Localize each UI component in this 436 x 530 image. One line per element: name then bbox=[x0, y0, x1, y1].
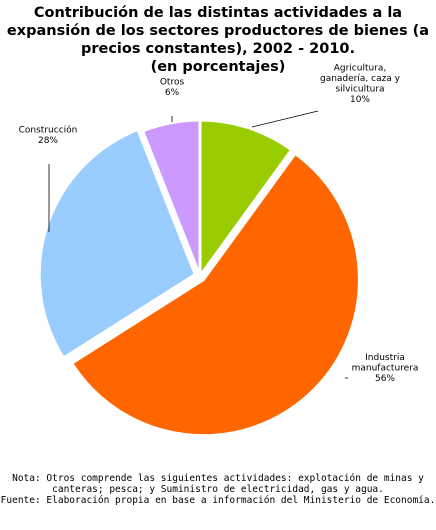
note-line-2: canteras; pesca; y Suministro de electri… bbox=[52, 484, 384, 495]
source-line: Fuente: Elaboración propia en base a inf… bbox=[0, 495, 436, 506]
pie-slice-1 bbox=[198, 118, 294, 281]
pie-slice-2 bbox=[69, 151, 361, 438]
chart-title-line-4: (en porcentajes) bbox=[150, 59, 286, 75]
pie-slice-4 bbox=[140, 118, 202, 277]
slice-label-3: Construcción 28% bbox=[19, 125, 78, 147]
chart-title-line-3: precios constantes), 2002 - 2010. bbox=[80, 41, 356, 57]
pie-chart: Agricultura, ganadería, caza y silvicultur… bbox=[19, 64, 419, 438]
chart-notes: Nota: Otros comprende las siguientes act… bbox=[0, 473, 436, 506]
slice-label-4: Otros 6% bbox=[160, 78, 185, 99]
slice-label-2: Industria manufacturera 56% bbox=[352, 353, 419, 384]
leader-line-1 bbox=[251, 110, 319, 128]
note-line-1: Nota: Otros comprende las siguientes act… bbox=[12, 473, 424, 484]
pie-slice-3 bbox=[37, 127, 198, 361]
chart-title-line-1: Contribución de las distintas actividade… bbox=[33, 5, 403, 21]
chart-title-line-2: expansión de los sectores productores de… bbox=[6, 23, 430, 39]
slice-label-1: Agricultura, ganadería, caza y silvicultur… bbox=[320, 64, 401, 106]
chart-title: Contribución de las distintas actividade… bbox=[0, 4, 436, 76]
